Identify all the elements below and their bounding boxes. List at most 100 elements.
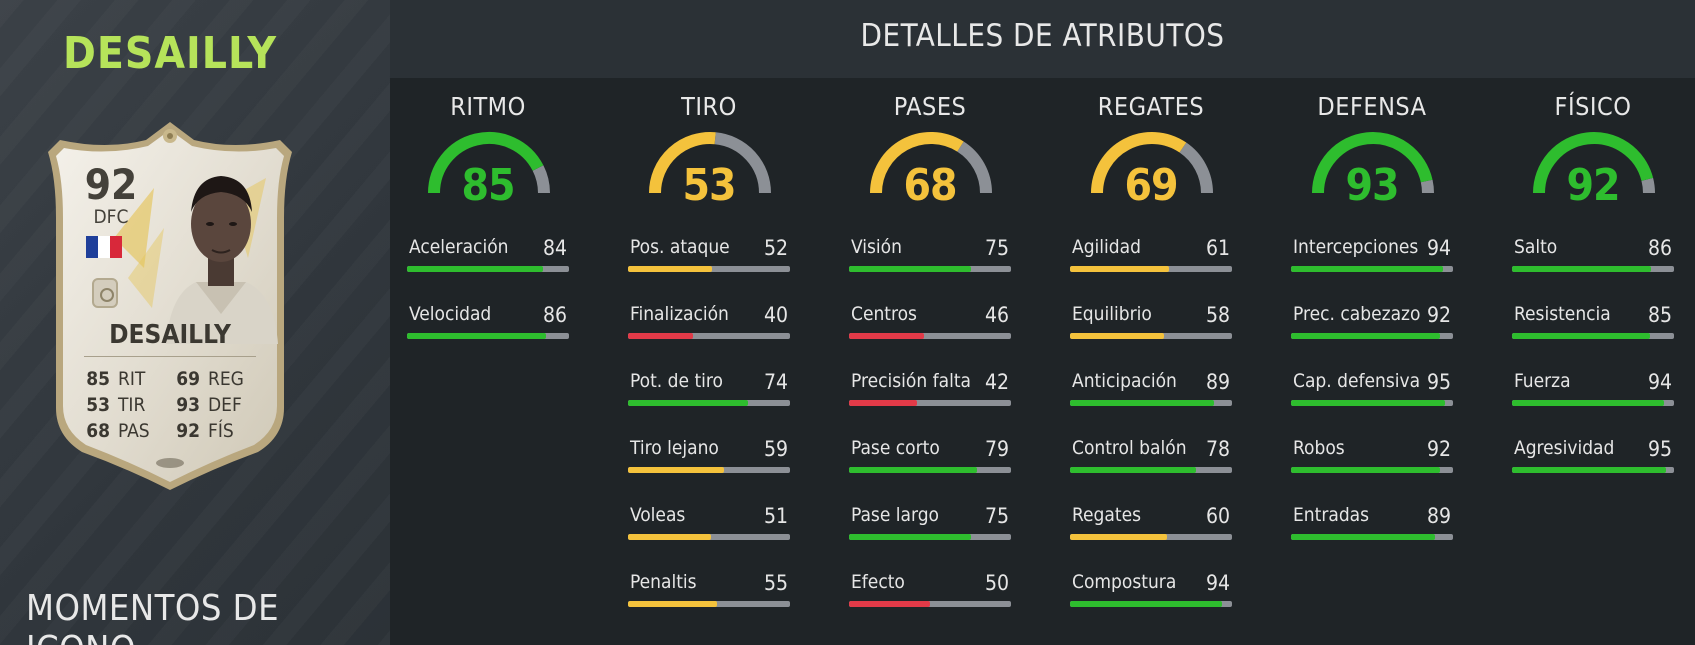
- card-rating: 92: [84, 160, 138, 209]
- card-player-name: DESAILLY: [109, 320, 231, 350]
- category-title: RITMO: [450, 92, 526, 121]
- card-stat-row: 85 RIT 69 REG: [80, 366, 260, 392]
- attribute-bar-fill: [849, 534, 971, 540]
- category-value: 68: [903, 160, 957, 211]
- attribute-value: 94: [1205, 571, 1230, 595]
- category-value: 93: [1345, 160, 1399, 211]
- attribute-value: 86: [1647, 236, 1672, 260]
- attribute-row: Resistencia 85: [1512, 303, 1674, 353]
- card-stat-value: 93: [176, 394, 200, 416]
- gauge-track: [1641, 177, 1655, 194]
- attribute-bar-fill: [628, 534, 711, 540]
- attribute-label: Prec. cabezazo: [1293, 303, 1421, 325]
- attribute-row: Prec. cabezazo 92: [1291, 303, 1453, 353]
- attribute-bar-fill: [1291, 266, 1444, 272]
- attribute-bar-fill: [1070, 601, 1223, 607]
- card-version-label: MOMENTOS DE ICONO: [26, 588, 280, 645]
- attribute-bar-fill: [628, 333, 693, 339]
- gauge-track: [1420, 179, 1435, 194]
- attribute-label: Velocidad: [409, 303, 492, 325]
- attribute-bar: [1070, 266, 1232, 272]
- attribute-label: Cap. defensiva: [1293, 370, 1421, 392]
- attribute-bar-fill: [1512, 400, 1665, 406]
- attribute-row: Voleas 51: [628, 504, 790, 554]
- attribute-value: 50: [984, 571, 1009, 595]
- attribute-bar-fill: [407, 333, 547, 339]
- attribute-value: 59: [763, 437, 788, 461]
- gauge-fill: [1533, 132, 1654, 194]
- attribute-bar: [1291, 400, 1453, 406]
- gauge-track: [714, 132, 771, 194]
- category-title: DEFENSA: [1317, 92, 1427, 121]
- attribute-bar: [1512, 333, 1674, 339]
- attribute-label: Resistencia: [1514, 303, 1611, 325]
- attribute-bar: [1070, 333, 1232, 339]
- attribute-label: Pos. ataque: [630, 236, 730, 258]
- attribute-bar: [1070, 601, 1232, 607]
- category-gauge: [1312, 132, 1435, 194]
- attribute-value: 75: [984, 236, 1009, 260]
- attribute-row: Salto 86: [1512, 236, 1674, 286]
- attribute-bar: [628, 534, 790, 540]
- category-title: PASES: [893, 92, 967, 121]
- card-stat-label: RIT: [118, 368, 146, 390]
- attribute-bar-fill: [1070, 333, 1164, 339]
- attribute-bar: [1070, 467, 1232, 473]
- attribute-value: 94: [1426, 236, 1451, 260]
- card-stat-label: DEF: [208, 394, 242, 416]
- category-value: 85: [461, 160, 515, 211]
- attribute-bar: [628, 266, 790, 272]
- attribute-row: Cap. defensiva 95: [1291, 370, 1453, 420]
- gauge-track: [1179, 142, 1213, 194]
- attribute-label: Compostura: [1072, 571, 1177, 593]
- attribute-bar-fill: [849, 601, 930, 607]
- attribute-row: Compostura 94: [1070, 571, 1232, 621]
- attribute-bar: [1512, 266, 1674, 272]
- attribute-bar: [628, 333, 790, 339]
- attribute-value: 55: [763, 571, 788, 595]
- attribute-bar: [849, 266, 1011, 272]
- attribute-row: Equilibrio 58: [1070, 303, 1232, 353]
- attributes-header: DETALLES DE ATRIBUTOS: [390, 0, 1695, 78]
- attribute-bar: [407, 333, 569, 339]
- attributes-title: DETALLES DE ATRIBUTOS: [860, 18, 1225, 54]
- player-summary-panel: DESAILLY 92 DFC: [0, 0, 390, 645]
- category-value: 53: [682, 160, 736, 211]
- attribute-row: Visión 75: [849, 236, 1011, 286]
- gauge-fill: [870, 132, 964, 194]
- attribute-bar-fill: [628, 601, 718, 607]
- attribute-bar: [628, 601, 790, 607]
- card-stat-row: 68 PAS 92 FÍS: [80, 418, 260, 444]
- attribute-row: Velocidad 86: [407, 303, 569, 353]
- attribute-row: Pot. de tiro 74: [628, 370, 790, 420]
- attribute-value: 92: [1426, 437, 1451, 461]
- attribute-bar: [1070, 534, 1232, 540]
- category-title: FÍSICO: [1554, 92, 1632, 121]
- attribute-bar-fill: [1070, 266, 1169, 272]
- player-photo: [166, 176, 278, 344]
- player-card[interactable]: 92 DFC DESAILLY 85 RIT 69 REG 53 TIR 93 DEF: [44, 118, 296, 494]
- card-stat-label: PAS: [118, 420, 150, 442]
- attribute-row: Entradas 89: [1291, 504, 1453, 554]
- attribute-label: Centros: [851, 303, 917, 325]
- attribute-bar-fill: [1512, 467, 1666, 473]
- icon-club-badge-icon: [92, 278, 118, 308]
- card-position: DFC: [93, 206, 129, 228]
- attribute-bar: [1512, 467, 1674, 473]
- attribute-value: 95: [1647, 437, 1672, 461]
- attribute-bar: [849, 601, 1011, 607]
- category-gauge: [1091, 132, 1213, 194]
- attribute-row: Intercepciones 94: [1291, 236, 1453, 286]
- attribute-bar: [849, 400, 1011, 406]
- attribute-bar-fill: [1291, 534, 1436, 540]
- attribute-label: Visión: [851, 236, 902, 258]
- attribute-value: 78: [1205, 437, 1230, 461]
- attribute-bar-fill: [628, 266, 713, 272]
- category-gauge: [428, 132, 550, 194]
- attribute-row: Centros 46: [849, 303, 1011, 353]
- attribute-bar: [1070, 400, 1232, 406]
- attribute-value: 89: [1205, 370, 1230, 394]
- attribute-bar-fill: [1512, 266, 1652, 272]
- attribute-label: Entradas: [1293, 504, 1370, 526]
- attribute-label: Efecto: [851, 571, 905, 593]
